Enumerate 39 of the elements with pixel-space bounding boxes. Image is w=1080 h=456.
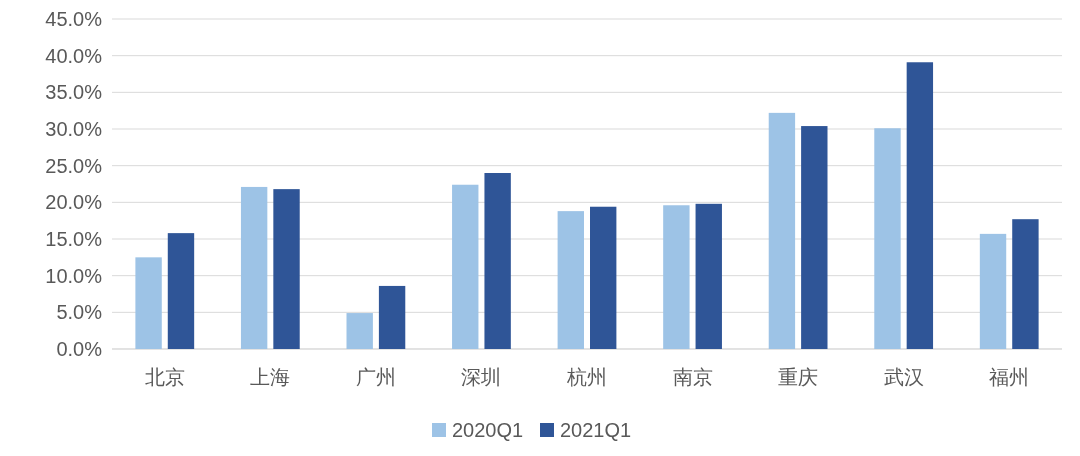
x-tick-label: 武汉 [883,366,924,388]
x-tick-label: 南京 [672,366,713,388]
bar [240,186,268,349]
bar [979,233,1007,349]
x-tick-label: 福州 [989,366,1030,388]
bar [378,285,406,349]
y-tick-label: 5.0% [56,301,103,324]
y-tick-label: 25.0% [45,154,103,177]
y-tick-label: 0.0% [56,338,103,360]
y-tick-label: 35.0% [45,81,103,104]
x-tick-label: 重庆 [778,366,819,388]
bar [273,189,300,349]
bar [874,128,901,349]
bar [135,257,162,349]
legend-label: 2020Q1 [452,419,524,441]
bar [1012,219,1039,349]
y-tick-label: 20.0% [45,191,103,214]
y-tick-label: 40.0% [45,44,103,67]
x-tick-label: 深圳 [461,366,502,388]
bar [557,211,584,349]
legend-label: 2021Q1 [560,419,632,441]
bar [484,173,511,349]
bar [346,313,373,349]
x-tick-label: 广州 [355,366,396,388]
x-tick-label: 北京 [144,366,185,388]
bar [167,233,195,349]
x-tick-label: 杭州 [566,366,607,388]
bar [590,206,617,349]
bar [663,205,690,349]
bar [906,62,934,349]
y-tick-label: 45.0% [45,8,103,30]
y-tick-label: 15.0% [45,228,103,250]
y-tick-label: 10.0% [45,264,103,287]
bar [801,126,828,349]
x-tick-label: 上海 [250,366,291,388]
y-tick-label: 30.0% [45,118,103,140]
bar [768,112,796,349]
bar [695,203,722,349]
bar [452,184,479,349]
